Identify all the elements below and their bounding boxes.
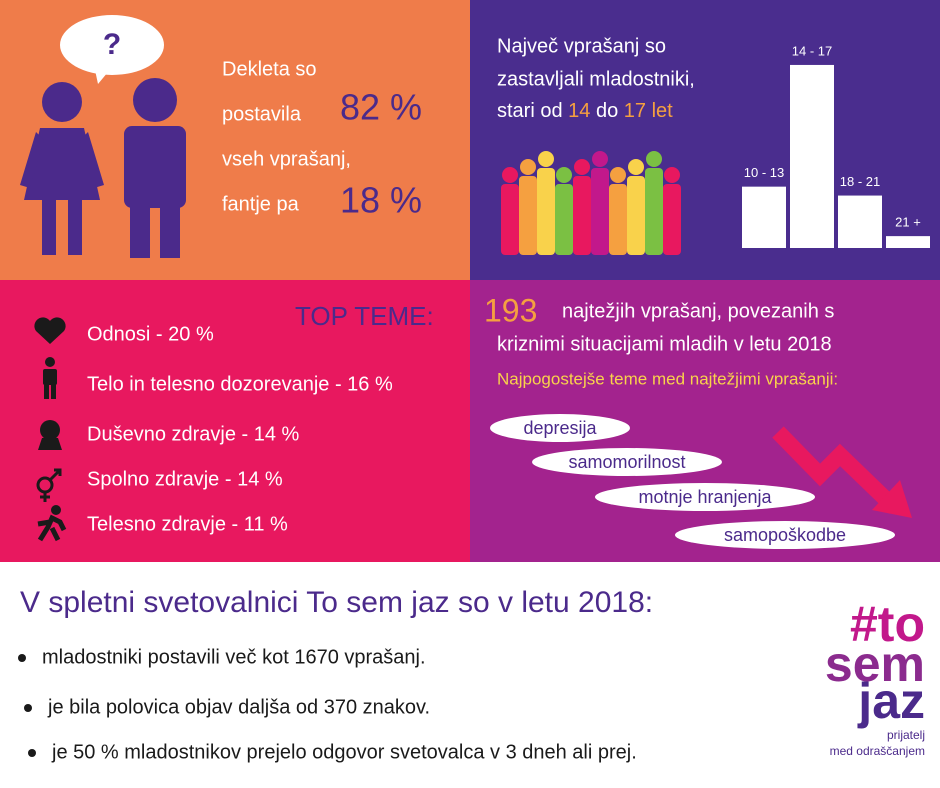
- summary-list: mladostniki postavili več kot 1670 vpraš…: [18, 646, 637, 763]
- age-highlight: 14: [568, 100, 590, 122]
- person-head: [538, 151, 554, 167]
- age-text: zastavljali mladostniki,: [497, 68, 695, 90]
- person-head: [664, 167, 680, 183]
- down-arrow-head: [872, 480, 912, 518]
- person-body: [663, 184, 681, 255]
- speech-bubble: ?: [60, 15, 164, 84]
- bar: [742, 186, 786, 248]
- crisis-subtitle: Najpogostejše teme med najtežjimi vpraša…: [497, 369, 838, 388]
- topics-title: TOP TEME:: [295, 301, 434, 331]
- crisis-text: najtežjih vprašanj, povezanih s: [562, 300, 834, 322]
- person-body: [645, 168, 663, 255]
- person-head: [646, 151, 662, 167]
- topic-item: Telesno zdravje - 11 %: [87, 513, 288, 535]
- summary-panel: [0, 562, 940, 788]
- logo-text: sem: [825, 636, 925, 692]
- logo: #to sem jaz prijatelj med odraščanjem: [825, 596, 925, 758]
- person-head: [574, 159, 590, 175]
- question-mark: ?: [103, 28, 121, 61]
- gender-text: fantje pa: [222, 193, 300, 215]
- bullet-text: mladostniki postavili več kot 1670 vpraš…: [42, 646, 426, 668]
- bullet-text: je bila polovica objav daljša od 370 zna…: [47, 696, 430, 718]
- person-head: [556, 167, 572, 183]
- gender-text: vseh vprašanj,: [222, 148, 351, 170]
- down-arrow: [772, 426, 901, 514]
- bullet-dot: [24, 704, 32, 712]
- logo-text: jaz: [857, 673, 925, 729]
- bar: [886, 236, 930, 248]
- girls-share: 82 %: [340, 87, 422, 128]
- summary-title: V spletni svetovalnici To sem jaz so v l…: [20, 586, 653, 619]
- bar-label: 10 - 13: [744, 165, 784, 180]
- topics-panel: [0, 280, 470, 562]
- topic-list: Odnosi - 20 % Telo in telesno dozorevanje…: [87, 323, 393, 535]
- person-head: [610, 167, 626, 183]
- age-text-part: stari od: [497, 100, 568, 122]
- person-head: [592, 151, 608, 167]
- person-head: [502, 167, 518, 183]
- boys-share: 18 %: [340, 180, 422, 221]
- tag-text: samopoškodbe: [724, 525, 846, 545]
- person-body: [501, 184, 519, 255]
- logo-tagline: prijatelj: [887, 728, 925, 742]
- figures: [20, 78, 186, 258]
- person-body: [591, 168, 609, 255]
- topic-item: Duševno zdravje - 14 %: [87, 423, 300, 445]
- bullet-text: je 50 % mladostnikov prejelo odgovor sve…: [51, 741, 637, 763]
- age-chart: 10 - 13 14 - 17 18 - 21 21 +: [742, 43, 930, 249]
- tag-text: samomorilnost: [568, 452, 685, 472]
- crowd-silhouettes: [501, 151, 681, 255]
- person-body: [537, 168, 555, 255]
- bar-label: 18 - 21: [840, 174, 880, 189]
- person-head: [628, 159, 644, 175]
- age-highlight: 17 let: [624, 100, 673, 122]
- gender-text: postavila: [222, 103, 302, 125]
- age-text: Največ vprašanj so: [497, 35, 666, 57]
- gender-text: Dekleta so: [222, 58, 317, 80]
- bullet-dot: [18, 654, 26, 662]
- age-text-part: do: [590, 100, 623, 122]
- age-text: stari od 14 do 17 let: [497, 100, 673, 122]
- bar-label: 21 +: [895, 215, 921, 230]
- logo-tagline: med odraščanjem: [830, 744, 925, 758]
- tag-text: depresija: [523, 418, 597, 438]
- tag-bubble: [490, 414, 630, 442]
- topic-icons: [34, 317, 67, 542]
- bar-label: 14 - 17: [792, 43, 832, 58]
- person-body: [609, 184, 627, 255]
- crisis-tags: depresija samomorilnost motnje hranjenja sa…: [490, 414, 895, 549]
- bullet-dot: [28, 749, 36, 757]
- person-body: [573, 176, 591, 255]
- tag-text: motnje hranjenja: [638, 487, 772, 507]
- crisis-text: kriznimi situacijami mladih v letu 2018: [497, 333, 832, 355]
- topic-item: Telo in telesno dozorevanje - 16 %: [87, 373, 393, 395]
- bar: [838, 195, 882, 248]
- person-body: [627, 176, 645, 255]
- tag-bubble: [595, 483, 815, 511]
- person-body: [519, 176, 537, 255]
- person-head: [520, 159, 536, 175]
- tag-bubble: [532, 448, 722, 476]
- bar: [790, 64, 834, 249]
- topic-item: Spolno zdravje - 14 %: [87, 468, 283, 490]
- person-body: [555, 184, 573, 255]
- topic-item: Odnosi - 20 %: [87, 323, 214, 345]
- crisis-count: 193: [484, 292, 537, 328]
- logo-text: #to: [850, 596, 925, 652]
- tag-bubble: [675, 521, 895, 549]
